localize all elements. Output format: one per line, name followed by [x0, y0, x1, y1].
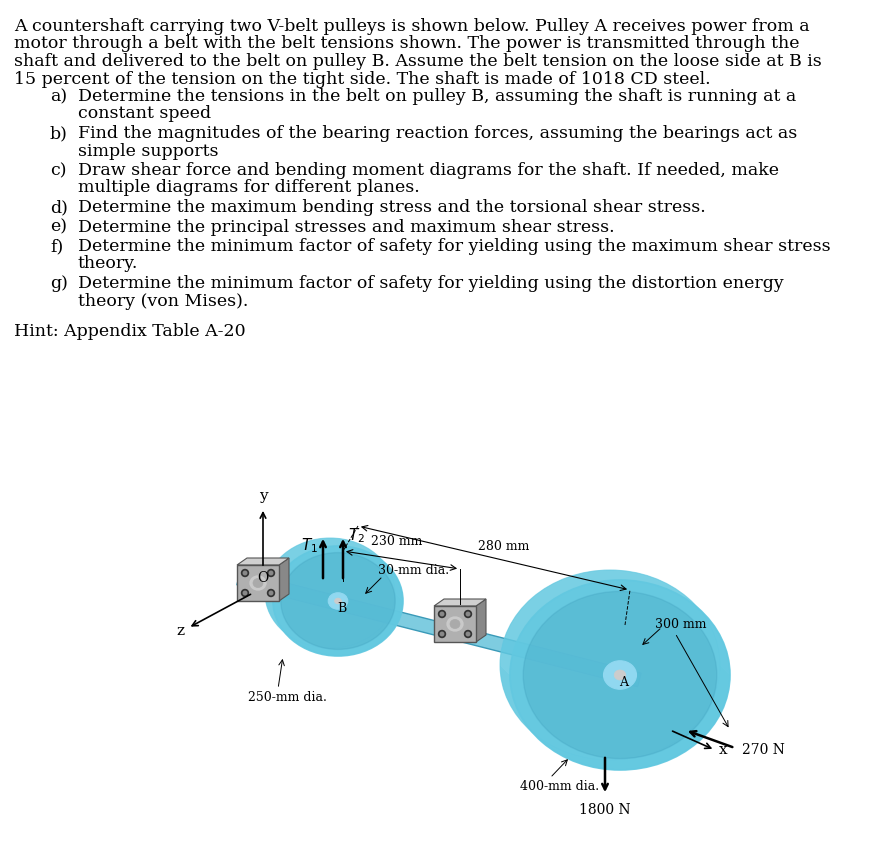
- Polygon shape: [279, 558, 289, 601]
- Text: Determine the maximum bending stress and the torsional shear stress.: Determine the maximum bending stress and…: [78, 199, 705, 216]
- Text: f): f): [50, 238, 63, 255]
- Ellipse shape: [250, 576, 266, 590]
- Text: 1800 N: 1800 N: [579, 803, 631, 817]
- Circle shape: [440, 612, 443, 616]
- Text: motor through a belt with the belt tensions shown. The power is transmitted thro: motor through a belt with the belt tensi…: [14, 35, 799, 52]
- Text: 300 mm: 300 mm: [655, 618, 706, 631]
- Text: theory (von Mises).: theory (von Mises).: [78, 292, 249, 310]
- Ellipse shape: [253, 579, 263, 587]
- Text: Determine the principal stresses and maximum shear stress.: Determine the principal stresses and max…: [78, 218, 615, 236]
- Text: 270 N: 270 N: [742, 743, 785, 757]
- Ellipse shape: [328, 593, 348, 609]
- Text: Determine the minimum factor of safety for yielding using the distortion energy: Determine the minimum factor of safety f…: [78, 275, 784, 292]
- Circle shape: [440, 632, 443, 636]
- Text: simple supports: simple supports: [78, 143, 218, 159]
- Circle shape: [269, 592, 273, 595]
- Text: z: z: [176, 624, 184, 638]
- Text: shaft and delivered to the belt on pulley B. Assume the belt tension on the loos: shaft and delivered to the belt on pulle…: [14, 53, 822, 70]
- Circle shape: [241, 569, 249, 576]
- Text: A: A: [620, 677, 628, 690]
- Circle shape: [243, 571, 247, 574]
- Circle shape: [269, 571, 273, 574]
- Text: 230 mm: 230 mm: [371, 535, 422, 548]
- Ellipse shape: [334, 598, 342, 604]
- Text: constant speed: constant speed: [78, 106, 211, 122]
- Text: a): a): [50, 88, 67, 105]
- Text: b): b): [50, 125, 68, 142]
- Text: e): e): [50, 218, 67, 236]
- Ellipse shape: [603, 660, 637, 689]
- Polygon shape: [476, 599, 486, 642]
- Text: 280 mm: 280 mm: [478, 540, 529, 553]
- Text: Determine the tensions in the belt on pulley B, assuming the shaft is running at: Determine the tensions in the belt on pu…: [78, 88, 797, 105]
- Ellipse shape: [500, 570, 720, 760]
- Text: A countershaft carrying two V-belt pulleys is shown below. Pulley A receives pow: A countershaft carrying two V-belt pulle…: [14, 18, 810, 35]
- Polygon shape: [500, 570, 730, 675]
- Circle shape: [267, 569, 274, 576]
- Text: y: y: [258, 489, 267, 503]
- Ellipse shape: [447, 617, 463, 631]
- Polygon shape: [265, 593, 403, 656]
- Text: Determine the minimum factor of safety for yielding using the maximum shear stre: Determine the minimum factor of safety f…: [78, 238, 831, 255]
- Circle shape: [267, 589, 274, 597]
- Text: O: O: [257, 571, 268, 585]
- Polygon shape: [237, 571, 641, 687]
- Text: 30-mm dia.: 30-mm dia.: [378, 564, 449, 578]
- Circle shape: [438, 630, 445, 637]
- Text: 250-mm dia.: 250-mm dia.: [248, 691, 327, 704]
- Text: multiple diagrams for different planes.: multiple diagrams for different planes.: [78, 180, 420, 196]
- Text: d): d): [50, 199, 68, 216]
- Ellipse shape: [450, 619, 460, 629]
- Text: Draw shear force and bending moment diagrams for the shaft. If needed, make: Draw shear force and bending moment diag…: [78, 162, 779, 179]
- Circle shape: [467, 632, 469, 636]
- Circle shape: [241, 589, 249, 597]
- Ellipse shape: [273, 546, 403, 656]
- Text: Find the magnitudes of the bearing reaction forces, assuming the bearings act as: Find the magnitudes of the bearing react…: [78, 125, 797, 142]
- Polygon shape: [265, 538, 403, 601]
- Circle shape: [465, 630, 471, 637]
- Circle shape: [438, 611, 445, 617]
- Ellipse shape: [614, 670, 626, 680]
- Polygon shape: [500, 665, 730, 770]
- Text: B: B: [337, 603, 347, 616]
- FancyBboxPatch shape: [434, 606, 476, 642]
- Circle shape: [465, 611, 471, 617]
- Text: 400-mm dia.: 400-mm dia.: [520, 780, 599, 793]
- FancyBboxPatch shape: [237, 565, 279, 601]
- Circle shape: [243, 592, 247, 595]
- Ellipse shape: [510, 580, 730, 770]
- Text: x: x: [719, 743, 728, 757]
- Text: Hint: Appendix Table A-20: Hint: Appendix Table A-20: [14, 322, 246, 340]
- Ellipse shape: [265, 538, 395, 648]
- Text: c): c): [50, 162, 66, 179]
- Text: $T_2$: $T_2$: [348, 526, 365, 545]
- Ellipse shape: [281, 553, 395, 649]
- Polygon shape: [237, 558, 289, 565]
- Text: theory.: theory.: [78, 255, 139, 273]
- Circle shape: [467, 612, 469, 616]
- Ellipse shape: [523, 592, 717, 759]
- Text: 15 percent of the tension on the tight side. The shaft is made of 1018 CD steel.: 15 percent of the tension on the tight s…: [14, 71, 711, 88]
- Text: g): g): [50, 275, 68, 292]
- Polygon shape: [434, 599, 486, 606]
- Text: $T_1$: $T_1$: [301, 537, 318, 556]
